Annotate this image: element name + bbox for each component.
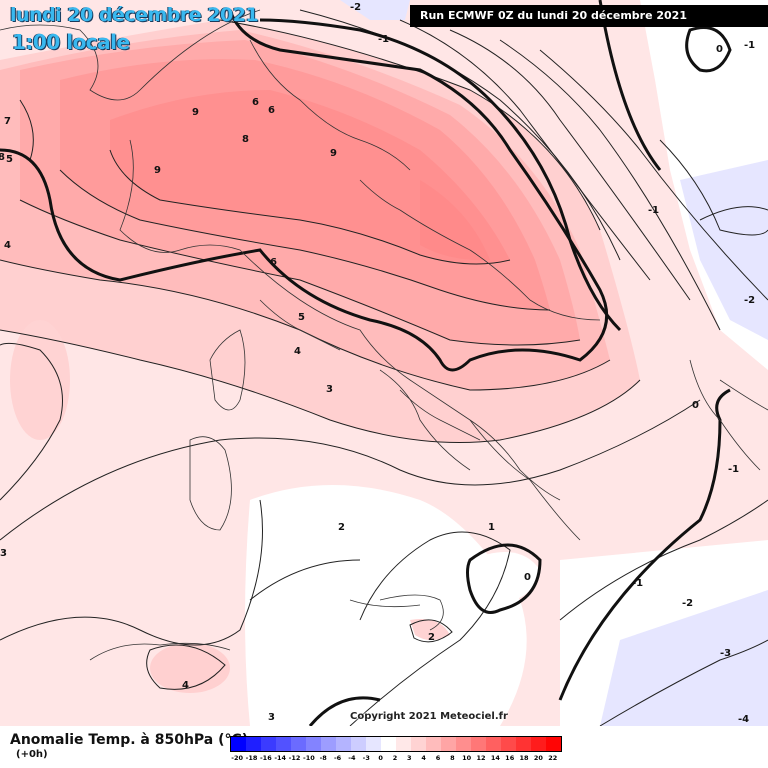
scale-swatch (261, 737, 276, 751)
scale-swatch (501, 737, 516, 751)
scale-swatch (426, 737, 441, 751)
scale-label: -14 (274, 754, 287, 762)
contour-label: -1 (728, 464, 739, 475)
scale-label: 3 (407, 754, 412, 762)
scale-swatch (291, 737, 306, 751)
scale-label: 2 (392, 754, 398, 762)
contour-label: 3 (268, 712, 275, 723)
contour-label: 4 (294, 346, 301, 357)
scale-swatch (336, 737, 351, 751)
scale-label: 10 (462, 754, 472, 762)
scale-label: -18 (245, 754, 258, 762)
contour-label: 8 (242, 134, 249, 145)
contour-label: 2 (338, 522, 345, 533)
scale-swatch (276, 737, 291, 751)
scale-label: 12 (476, 754, 486, 762)
forecast-date: lundi 20 décembre 2021 (10, 4, 259, 26)
scale-label: 22 (548, 754, 558, 762)
scale-swatch (231, 737, 246, 751)
contour-label: 7 (4, 116, 11, 127)
color-scale-labels: -20 -18 -16 -14 -12 -10 -8 -6 -4 -3 0 2 3 4 6 8 10 12 14 16… (230, 754, 560, 766)
contour-label: 6 (252, 97, 259, 108)
contour-label: -2 (350, 2, 361, 13)
scale-label: -10 (303, 754, 315, 762)
scale-label: -20 (231, 754, 244, 762)
weather-map: -2 -1 0 -1 7 6 9 6 8 9 9 8 5 4 6 5 4 3 -… (0, 0, 768, 726)
contour-label: 9 (154, 165, 161, 176)
scale-label: 16 (505, 754, 515, 762)
scale-label: -8 (319, 754, 327, 762)
scale-swatch (531, 737, 546, 751)
scale-label: 20 (533, 754, 543, 762)
scale-swatch (321, 737, 336, 751)
contour-label: -2 (682, 598, 693, 609)
contour-label: -1 (744, 40, 755, 51)
contour-label: -1 (378, 34, 389, 45)
scale-label: 8 (450, 754, 455, 762)
scale-label: 18 (519, 754, 529, 762)
contour-label: 4 (4, 240, 11, 251)
contour-label: -1 (632, 578, 643, 589)
contour-label: 0 (524, 572, 531, 583)
contour-label: -4 (738, 714, 749, 725)
contour-label: 9 (330, 148, 337, 159)
contour-label: 0 (716, 44, 723, 55)
scale-swatch (381, 737, 396, 751)
contour-label: -3 (720, 648, 731, 659)
contour-label: 6 (268, 105, 275, 116)
contour-label: -2 (744, 295, 755, 306)
contour-label: 2 (428, 632, 435, 643)
contour-label: 5 (298, 312, 305, 323)
scale-label: -6 (333, 754, 342, 762)
scale-swatch (306, 737, 321, 751)
scale-label: 14 (490, 754, 500, 762)
color-scale (230, 736, 562, 752)
scale-swatch (516, 737, 531, 751)
scale-label: 4 (421, 754, 426, 762)
scale-swatch (351, 737, 366, 751)
contour-label: 4 (182, 680, 189, 691)
scale-swatch (441, 737, 456, 751)
scale-label: 6 (435, 754, 441, 762)
scale-swatch (411, 737, 426, 751)
parameter-title: Anomalie Temp. à 850hPa (°C) (10, 732, 249, 748)
forecast-offset: (+0h) (16, 749, 48, 760)
scale-label: -16 (259, 754, 272, 762)
contour-label: 5 (6, 154, 13, 165)
scale-label: -3 (362, 754, 370, 762)
model-run-banner: Run ECMWF 0Z du lundi 20 décembre 2021 (410, 5, 768, 27)
forecast-time: 1:00 locale (12, 30, 130, 54)
legend-footer: Anomalie Temp. à 850hPa (°C) (+0h) -20 -1… (0, 726, 768, 768)
contour-label: 3 (0, 548, 7, 559)
contour-label: 0 (692, 400, 699, 411)
scale-swatch (546, 737, 561, 751)
contour-label: 1 (488, 522, 495, 533)
scale-swatch (246, 737, 261, 751)
anomaly-map-svg: -2 -1 0 -1 7 6 9 6 8 9 9 8 5 4 6 5 4 3 -… (0, 0, 768, 726)
scale-swatch (486, 737, 501, 751)
contour-label: -1 (648, 205, 659, 216)
contour-label: 8 (0, 152, 5, 163)
scale-label: -12 (288, 754, 301, 762)
scale-swatch (366, 737, 381, 751)
contour-label: 9 (192, 107, 199, 118)
scale-label: -4 (348, 754, 356, 762)
contour-label: 3 (326, 384, 333, 395)
scale-label: 0 (378, 754, 383, 762)
scale-swatch (471, 737, 486, 751)
scale-swatch (456, 737, 471, 751)
contour-label: 6 (270, 257, 277, 268)
scale-swatch (396, 737, 411, 751)
copyright-notice: Copyright 2021 Meteociel.fr (350, 711, 508, 722)
